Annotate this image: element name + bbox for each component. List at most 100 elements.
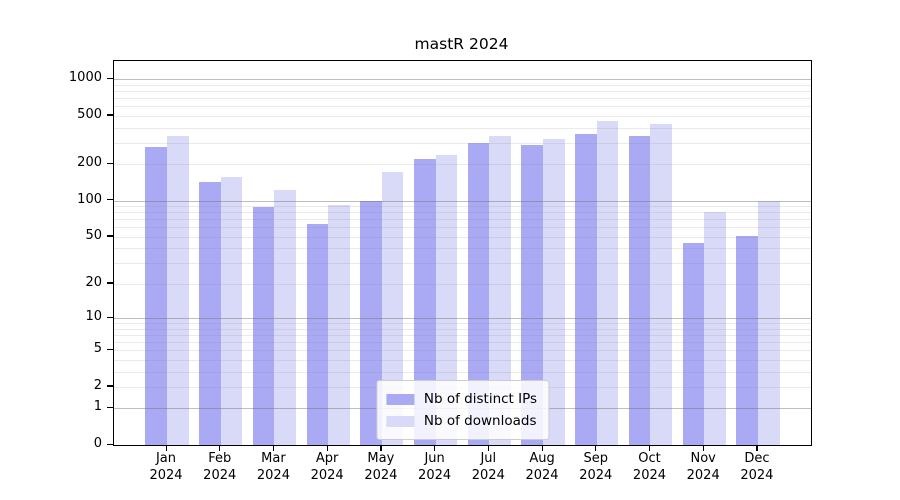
minor-gridline [114,115,811,117]
x-tick-mark [326,445,328,451]
minor-gridline [114,142,811,144]
minor-gridline [114,98,811,100]
bar-dark-nov [682,243,705,445]
x-tick-mark [541,445,543,451]
x-tick-label-jun: Jun 2024 [400,450,470,484]
bar-light-nov [704,212,726,445]
minor-gridline [114,206,811,208]
bar-dark-jul [467,142,490,445]
minor-gridline [114,350,811,352]
x-tick-year: 2024 [203,468,237,483]
y-tick-label: 10 [85,309,102,325]
minor-gridline [114,84,811,86]
minor-gridline [114,164,811,166]
y-tick-label: 5 [93,341,102,357]
x-tick-mark [380,445,382,451]
minor-gridline [114,212,811,214]
x-tick-mark [165,445,167,451]
x-tick-mark [434,445,436,451]
legend-swatch-icon [385,415,414,427]
minor-gridline [114,283,811,285]
minor-gridline [114,106,811,108]
x-tick-mark [648,445,651,451]
bar-light-mar [274,190,297,445]
minor-gridline [114,341,811,343]
legend-label: Nb of downloads [423,413,537,429]
x-tick-year: 2024 [686,468,720,483]
legend: Nb of distinct IPs Nb of downloads [375,380,550,440]
y-tick-mark [106,316,113,318]
minor-gridline [114,323,811,325]
y-tick-mark [106,282,113,284]
minor-gridline [114,263,811,265]
x-tick-label-jan: Jan 2024 [131,450,201,484]
bar-dark-apr [306,224,329,445]
bar-dark-aug [521,145,544,445]
x-tick-year: 2024 [364,468,398,483]
x-tick-mark [487,445,489,451]
x-tick-year: 2024 [149,468,183,483]
x-tick-mark [219,445,221,451]
x-tick-year: 2024 [256,468,290,483]
x-tick-year: 2024 [632,468,667,483]
y-tick-label: 20 [85,274,102,290]
x-tick-mark [272,445,275,451]
minor-gridline [114,91,811,93]
plot-area: Nb of distinct IPs Nb of downloads [113,60,812,446]
legend-swatch-icon [385,393,414,405]
x-tick-year: 2024 [418,468,452,483]
bar-dark-jan [145,146,167,445]
x-tick-label-jul: Jul 2024 [453,450,523,484]
x-tick-label-nov: Nov 2024 [668,450,738,484]
bar-dark-oct [628,136,651,445]
minor-gridline [114,328,811,330]
bar-light-jul [489,136,511,445]
bar-light-feb [220,177,243,445]
bar-light-dec [757,200,780,445]
x-tick-year: 2024 [525,468,559,483]
minor-gridline [114,334,811,336]
x-tick-label-aug: Aug 2024 [507,450,577,484]
minor-gridline [114,371,811,373]
minor-gridline [114,236,811,238]
y-tick-mark [106,77,113,79]
bar-light-may [381,172,404,445]
bar-dark-jun [414,158,436,445]
y-tick-mark [106,235,113,237]
x-tick-label-dec: Dec 2024 [722,450,792,484]
x-tick-label-mar: Mar 2024 [238,450,308,484]
x-tick-mark [756,445,758,451]
bar-light-jun [435,154,458,445]
y-tick-label: 100 [77,191,102,207]
bar-light-apr [328,205,350,445]
bar-dark-sep [575,133,597,445]
bar-light-aug [543,139,565,445]
y-tick-label: 0 [93,436,102,451]
bar-dark-mar [252,207,275,445]
y-tick-label: 1 [93,399,102,415]
x-tick-year: 2024 [740,468,774,483]
y-tick-mark [106,114,113,116]
legend-entry: Nb of downloads [385,410,537,432]
y-tick-mark [106,348,113,350]
y-tick-mark [106,406,113,408]
y-tick-label: 1000 [68,70,102,86]
x-tick-label-sep: Sep 2024 [561,450,631,484]
bar-light-sep [596,121,619,445]
x-tick-year: 2024 [579,468,613,483]
y-tick-mark [106,443,113,445]
y-tick-mark [106,199,113,201]
minor-gridline [114,359,811,361]
major-gridline [114,318,811,320]
x-tick-label-apr: Apr 2024 [292,450,362,484]
bar-light-jan [167,136,189,445]
y-tick-label: 50 [85,227,102,243]
bar-dark-dec [736,235,758,445]
x-tick-mark [702,445,704,451]
bar-dark-feb [199,181,221,445]
y-tick-label: 2 [93,377,102,393]
chart-title: mastR 2024 [414,35,509,53]
x-tick-label-feb: Feb 2024 [185,450,255,484]
x-tick-label-oct: Oct 2024 [614,450,684,484]
